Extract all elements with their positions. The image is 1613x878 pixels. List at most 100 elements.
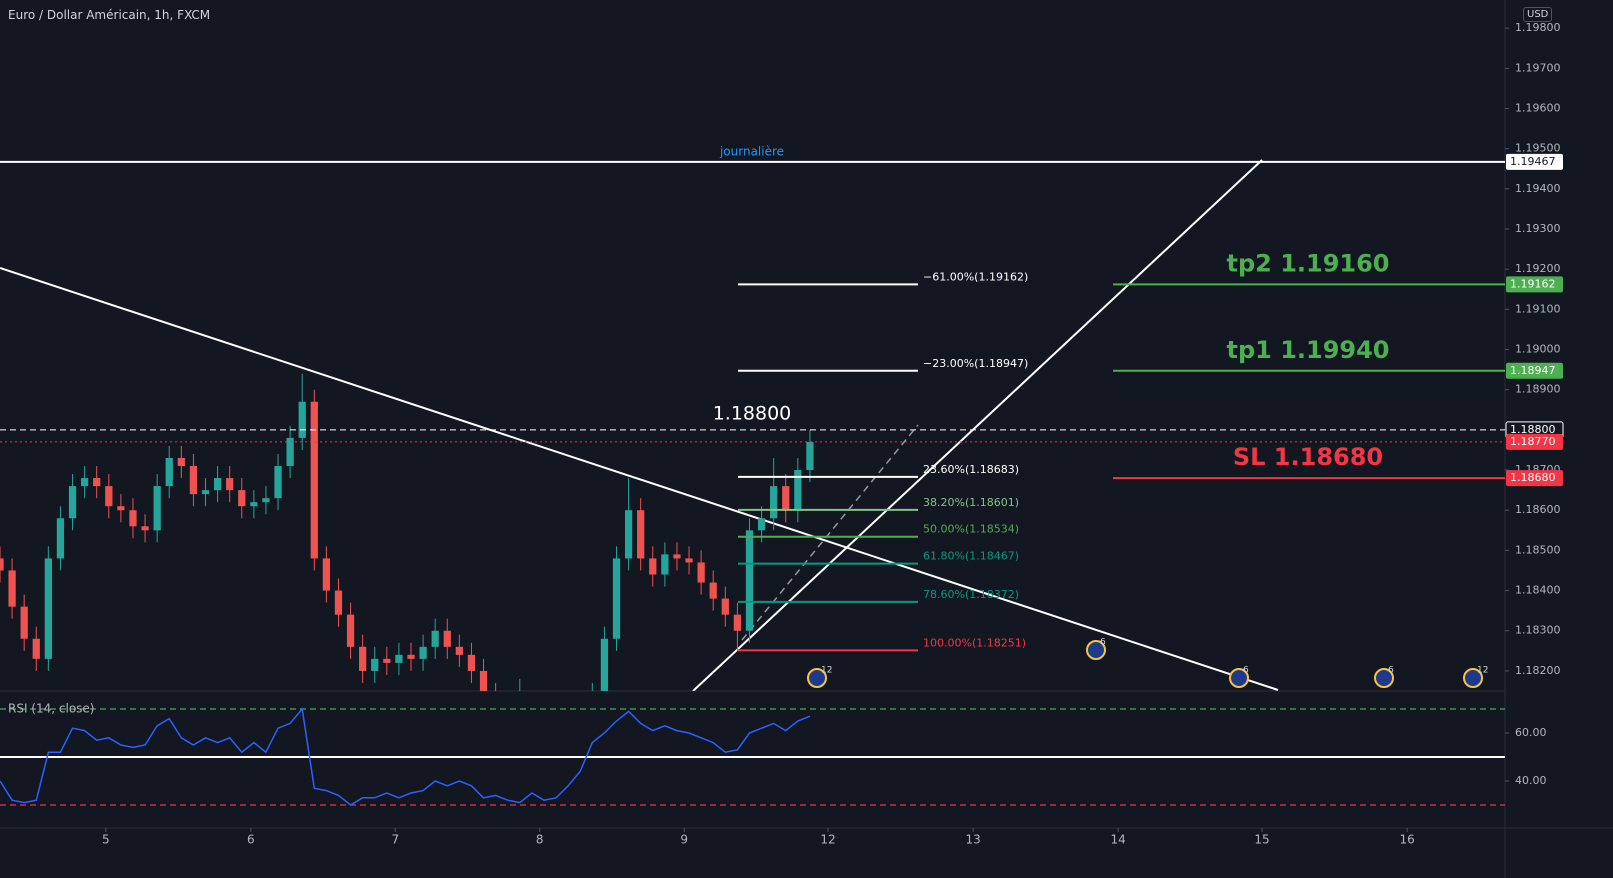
candle-body (516, 703, 523, 719)
event-count: 12 (821, 666, 832, 676)
candle-body (250, 502, 258, 507)
x-tick-label: 5 (102, 833, 110, 847)
candle-body (274, 466, 282, 499)
x-tick-label: 9 (680, 833, 688, 847)
x-tick-label: 12 (820, 833, 835, 847)
price-tag-label: 1.18800 (1510, 423, 1556, 436)
candle-body (310, 401, 318, 559)
candle-body (661, 554, 669, 575)
candle-body (431, 630, 439, 647)
y-tick-label: 1.18400 (1515, 584, 1561, 597)
level-text: 1.18800 (713, 402, 792, 424)
price-tag-label: 1.18680 (1510, 471, 1556, 484)
candle-body (286, 437, 294, 467)
candle-body (782, 486, 790, 511)
candle-body (770, 486, 778, 519)
trend-line (692, 159, 1263, 691)
candle-body (165, 457, 173, 487)
candle-body (479, 670, 488, 691)
fib-label: −61.00%(1.19162) (923, 270, 1028, 283)
candle-body (757, 518, 766, 531)
axes: 1.18200 1.18300 1.18400 1.18500 1.18600 1.187… (8, 21, 1564, 847)
currency[interactable]: USD (1523, 7, 1553, 22)
level-text: tp2 1.19160 (1226, 249, 1389, 277)
y-tick-label: 1.19300 (1515, 222, 1561, 235)
fib-label: −23.00%(1.18947) (923, 357, 1028, 370)
candle-body (697, 562, 705, 583)
trend-lines (0, 159, 1279, 691)
candle-body (577, 711, 584, 719)
candle-body (455, 646, 463, 655)
event-icon (1463, 668, 1483, 688)
candle-body (443, 630, 451, 647)
candle-body (189, 466, 198, 495)
candle-body (0, 558, 4, 571)
event-icon (1086, 640, 1106, 660)
candle-body (298, 401, 306, 438)
candle-body (794, 470, 802, 511)
y-tick-label: 1.18300 (1515, 624, 1561, 637)
fib-label: 100.00%(1.18251) (923, 636, 1026, 649)
candle-body (721, 598, 729, 615)
candle-body (153, 486, 161, 531)
candle-body (334, 590, 343, 615)
candle-body (56, 518, 65, 559)
candle-body (322, 558, 331, 591)
price-tag (1506, 433, 1563, 450)
candle-body (419, 646, 427, 659)
level-text: tp1 1.19940 (1226, 336, 1389, 364)
y-tick-label: 1.19400 (1515, 182, 1561, 195)
rsi-pane (0, 707, 1505, 806)
price-tag (1506, 276, 1563, 293)
candle-body (649, 558, 657, 575)
event-count: 6 (1100, 638, 1106, 648)
price-tag (1506, 362, 1563, 379)
y-tick-label: 1.19700 (1515, 61, 1561, 74)
level-text: journalière (719, 144, 784, 158)
x-tick-label: 16 (1399, 833, 1414, 847)
candle-body (467, 654, 476, 671)
candle-body (105, 486, 113, 507)
x-tick-label: 15 (1254, 833, 1269, 847)
symbol-title: Euro / Dollar Américain, 1h, FXCM (8, 8, 211, 22)
price-tag-label: 1.19467 (1510, 155, 1556, 168)
candle-body (395, 654, 403, 663)
fib-label: 38.20%(1.18601) (923, 496, 1019, 509)
candle-body (226, 478, 234, 491)
x-tick-label: 8 (536, 833, 544, 847)
candle-body (637, 510, 645, 559)
candle-body (745, 530, 754, 631)
candle-body (383, 658, 391, 663)
y-tick-label: 1.19000 (1515, 343, 1561, 356)
event-icon (1374, 668, 1394, 688)
y-tick-label: 1.19800 (1515, 21, 1561, 34)
trend-line (0, 267, 1279, 691)
candle-body (504, 711, 511, 719)
candle-body (20, 606, 28, 639)
price-tag-label: 1.19162 (1510, 277, 1556, 290)
candle-body (8, 570, 16, 607)
candle-body (238, 490, 246, 507)
y-tick-label: 1.18500 (1515, 543, 1561, 556)
candle-body (262, 498, 270, 503)
candle-body (80, 478, 89, 487)
x-tick-label: 6 (247, 833, 255, 847)
y-tick-label: 1.18900 (1515, 383, 1561, 396)
candle-body (806, 441, 814, 471)
candle-body (346, 614, 355, 647)
y-tick-label: 1.19500 (1515, 142, 1561, 155)
candle-body (201, 490, 210, 495)
rsi-title: RSI (14, close) (8, 702, 94, 716)
event-icon (807, 668, 827, 688)
overlay: −61.00%(1.19162) −23.00%(1.18947) 23.60%(1… (0, 144, 1505, 688)
y-tick-label: 1.19100 (1515, 302, 1561, 315)
main-pane (0, 283, 918, 727)
candle-body (407, 654, 415, 659)
candle-body (565, 719, 572, 727)
candle-body (709, 582, 717, 599)
candle-body (213, 478, 222, 491)
event-count: 6 (1388, 666, 1394, 676)
event-count: 12 (1477, 666, 1488, 676)
